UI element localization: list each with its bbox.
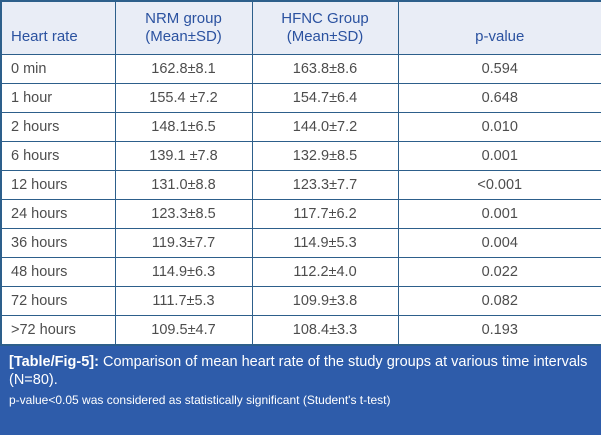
caption-note: p-value<0.05 was considered as statistic… bbox=[9, 392, 391, 407]
nrm-value-cell: 155.4 ±7.2 bbox=[114, 83, 253, 113]
time-interval-cell: 24 hours bbox=[0, 199, 116, 229]
nrm-value-cell: 139.1 ±7.8 bbox=[114, 141, 253, 171]
nrm-value-cell: 111.7±5.3 bbox=[114, 286, 253, 316]
table-caption: [Table/Fig-5]: Comparison of mean heart … bbox=[9, 353, 592, 390]
column-header-p-value: p-value bbox=[397, 0, 601, 55]
caption-text: Comparison of mean heart rate of the stu… bbox=[9, 353, 588, 389]
p-value-cell: <0.001 bbox=[397, 170, 601, 200]
nrm-value-cell: 162.8±8.1 bbox=[114, 54, 253, 84]
table-row: 36 hours 119.3±7.7 114.9±5.3 0.004 bbox=[0, 228, 601, 258]
p-value-cell: 0.010 bbox=[397, 112, 601, 142]
table-row: >72 hours 109.5±4.7 108.4±3.3 0.193 bbox=[0, 315, 601, 345]
column-header-line: HFNC Group bbox=[281, 10, 369, 27]
hfnc-value-cell: 132.9±8.5 bbox=[251, 141, 399, 171]
p-value-cell: 0.004 bbox=[397, 228, 601, 258]
time-interval-cell: 6 hours bbox=[0, 141, 116, 171]
table-row: 12 hours 131.0±8.8 123.3±7.7 <0.001 bbox=[0, 170, 601, 200]
hfnc-value-cell: 108.4±3.3 bbox=[251, 315, 399, 345]
nrm-value-cell: 148.1±6.5 bbox=[114, 112, 253, 142]
time-interval-cell: 48 hours bbox=[0, 257, 116, 287]
hfnc-value-cell: 163.8±8.6 bbox=[251, 54, 399, 84]
time-interval-cell: >72 hours bbox=[0, 315, 116, 345]
caption-label: [Table/Fig-5]: bbox=[9, 353, 99, 370]
column-header-line: NRM group bbox=[145, 10, 222, 27]
table-row: 0 min 162.8±8.1 163.8±8.6 0.594 bbox=[0, 54, 601, 84]
column-header-hfnc-group: HFNC Group (Mean±SD) bbox=[251, 0, 399, 55]
hfnc-value-cell: 112.2±4.0 bbox=[251, 257, 399, 287]
time-interval-cell: 2 hours bbox=[0, 112, 116, 142]
p-value-cell: 0.022 bbox=[397, 257, 601, 287]
hfnc-value-cell: 117.7±6.2 bbox=[251, 199, 399, 229]
column-header-line: (Mean±SD) bbox=[286, 28, 364, 45]
column-header-nrm-group: NRM group (Mean±SD) bbox=[114, 0, 253, 55]
time-interval-cell: 36 hours bbox=[0, 228, 116, 258]
column-header-line: Heart rate bbox=[11, 28, 78, 45]
hfnc-value-cell: 154.7±6.4 bbox=[251, 83, 399, 113]
table-row: 2 hours 148.1±6.5 144.0±7.2 0.010 bbox=[0, 112, 601, 142]
p-value-cell: 0.193 bbox=[397, 315, 601, 345]
heart-rate-comparison-table: Heart rate NRM group (Mean±SD) HFNC Grou… bbox=[0, 0, 601, 346]
nrm-value-cell: 109.5±4.7 bbox=[114, 315, 253, 345]
column-header-heart-rate: Heart rate bbox=[0, 0, 116, 55]
hfnc-value-cell: 114.9±5.3 bbox=[251, 228, 399, 258]
time-interval-cell: 72 hours bbox=[0, 286, 116, 316]
table-row: 1 hour 155.4 ±7.2 154.7±6.4 0.648 bbox=[0, 83, 601, 113]
nrm-value-cell: 131.0±8.8 bbox=[114, 170, 253, 200]
p-value-cell: 0.594 bbox=[397, 54, 601, 84]
table-row: 48 hours 114.9±6.3 112.2±4.0 0.022 bbox=[0, 257, 601, 287]
table-row: 24 hours 123.3±8.5 117.7±6.2 0.001 bbox=[0, 199, 601, 229]
p-value-cell: 0.082 bbox=[397, 286, 601, 316]
nrm-value-cell: 123.3±8.5 bbox=[114, 199, 253, 229]
table-body: 0 min 162.8±8.1 163.8±8.6 0.594 1 hour 1… bbox=[0, 54, 601, 345]
table-header-row: Heart rate NRM group (Mean±SD) HFNC Grou… bbox=[0, 0, 601, 55]
column-header-line: p-value bbox=[475, 28, 525, 45]
hfnc-value-cell: 123.3±7.7 bbox=[251, 170, 399, 200]
table-row: 72 hours 111.7±5.3 109.9±3.8 0.082 bbox=[0, 286, 601, 316]
p-value-cell: 0.648 bbox=[397, 83, 601, 113]
nrm-value-cell: 114.9±6.3 bbox=[114, 257, 253, 287]
hfnc-value-cell: 109.9±3.8 bbox=[251, 286, 399, 316]
time-interval-cell: 1 hour bbox=[0, 83, 116, 113]
column-header-line: (Mean±SD) bbox=[145, 28, 222, 45]
nrm-value-cell: 119.3±7.7 bbox=[114, 228, 253, 258]
table-caption-band: [Table/Fig-5]: Comparison of mean heart … bbox=[0, 345, 601, 435]
time-interval-cell: 12 hours bbox=[0, 170, 116, 200]
hfnc-value-cell: 144.0±7.2 bbox=[251, 112, 399, 142]
table-row: 6 hours 139.1 ±7.8 132.9±8.5 0.001 bbox=[0, 141, 601, 171]
time-interval-cell: 0 min bbox=[0, 54, 116, 84]
p-value-cell: 0.001 bbox=[397, 199, 601, 229]
p-value-cell: 0.001 bbox=[397, 141, 601, 171]
